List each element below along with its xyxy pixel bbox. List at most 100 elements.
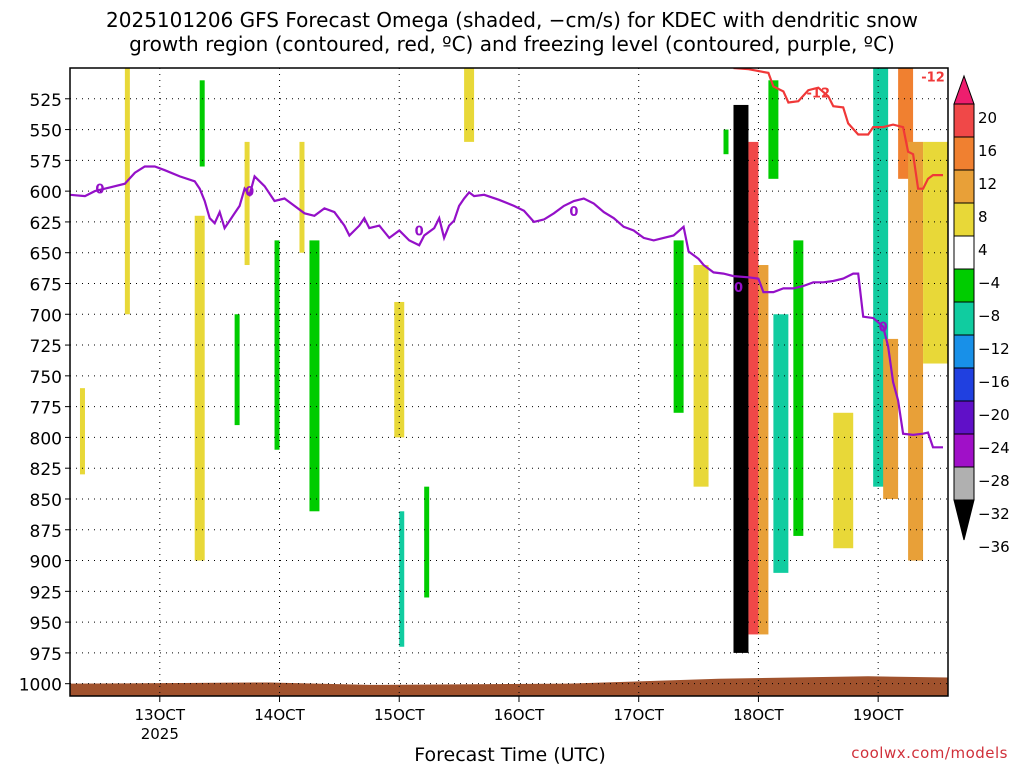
dotted-grid — [70, 68, 948, 696]
colorbar-cell — [953, 334, 975, 369]
contour-layer: 0 0 0 0 0 0 -12 -12 — [70, 68, 945, 449]
colorbar-label: −12 — [978, 340, 1010, 358]
colorbar-cell — [953, 433, 975, 468]
omega-region — [194, 215, 205, 561]
colorbar-label: 20 — [978, 109, 997, 127]
chart-title-line-2: growth region (contoured, red, ºC) and f… — [129, 32, 895, 56]
omega-region — [234, 314, 240, 426]
colorbar-cell — [953, 367, 975, 402]
colorbar-label: −4 — [978, 274, 1000, 292]
colorbar-cell — [953, 400, 975, 435]
plot-frame — [69, 67, 949, 697]
pressure-tick-label: 650 — [30, 245, 62, 265]
pressure-tick-label: 600 — [30, 183, 62, 203]
pressure-tick-label: 850 — [30, 491, 62, 511]
pressure-tick-label: 575 — [30, 152, 62, 172]
time-tick-label: 14OCT — [254, 706, 305, 724]
pressure-tick-label: 825 — [30, 460, 62, 480]
omega-region — [199, 80, 205, 167]
time-tick-label: 15OCT — [374, 706, 425, 724]
freezing-level-label: 0 — [734, 281, 743, 296]
pressure-tick-label: 1000 — [19, 676, 62, 696]
time-tick-label: 17OCT — [613, 706, 664, 724]
omega-region — [274, 240, 280, 450]
omega-region — [299, 141, 305, 253]
chart-title-line-1: 2025101206 GFS Forecast Omega (shaded, −… — [106, 8, 918, 32]
omega-region — [723, 129, 729, 155]
pressure-tick-label: 925 — [30, 583, 62, 603]
omega-region — [79, 388, 85, 475]
dgz-contour — [733, 68, 943, 190]
site-credit: coolwx.com/models — [851, 744, 1008, 762]
pressure-tick-label: 800 — [30, 429, 62, 449]
omega-region — [399, 511, 405, 647]
omega-region — [424, 486, 430, 598]
pressure-tick-label: 900 — [30, 553, 62, 573]
omega-region — [244, 141, 250, 266]
freezing-level-label: 0 — [415, 225, 424, 240]
omega-shading-layer — [79, 68, 948, 653]
omega-region — [793, 240, 804, 536]
omega-region — [124, 68, 130, 315]
colorbar-label: 12 — [978, 175, 997, 193]
omega-region — [394, 301, 405, 438]
colorbar-cell — [953, 103, 975, 138]
colorbar-label: −16 — [978, 373, 1010, 391]
year-label: 2025 — [141, 725, 179, 743]
colorbar-label: −8 — [978, 307, 1000, 325]
pressure-tick-label: 725 — [30, 337, 62, 357]
colorbar-cell — [953, 466, 975, 501]
colorbar-label: −20 — [978, 406, 1010, 424]
colorbar-label: 8 — [978, 208, 988, 226]
colorbar-top-arrow — [953, 74, 975, 105]
pressure-tick-label: 625 — [30, 214, 62, 234]
omega-region — [693, 265, 709, 487]
omega-region — [768, 80, 779, 179]
time-tick-label: 18OCT — [733, 706, 784, 724]
time-tick-label: 13OCT — [135, 706, 186, 724]
omega-region — [309, 240, 320, 512]
omega-region — [748, 141, 759, 635]
freezing-level-label: 0 — [95, 183, 104, 198]
freezing-level-label: 0 — [569, 205, 578, 220]
ground-fill — [70, 676, 948, 696]
omega-region — [773, 314, 789, 573]
colorbar-label: −24 — [978, 439, 1010, 457]
pressure-tick-label: 950 — [30, 614, 62, 634]
omega-colorbar: 20 16 12 8 4 −4 −8 −12 −16 −20 −24 −28 −32 −36 — [953, 74, 1010, 556]
time-axis: 13OCT 14OCT 15OCT 16OCT 17OCT 18OCT 19OCT 2025 — [135, 696, 904, 743]
time-tick-label: 16OCT — [494, 706, 545, 724]
pressure-tick-label: 700 — [30, 306, 62, 326]
freezing-level-label: 0 — [245, 185, 254, 200]
omega-region — [758, 265, 769, 635]
colorbar-label: −36 — [978, 538, 1010, 556]
omega-region — [833, 412, 854, 549]
colorbar-cell — [953, 301, 975, 336]
colorbar-cell — [953, 169, 975, 204]
pressure-tick-label: 875 — [30, 522, 62, 542]
colorbar-cell — [953, 136, 975, 171]
colorbar-cell — [953, 202, 975, 237]
colorbar-label: −32 — [978, 505, 1010, 523]
pressure-tick-label: 675 — [30, 275, 62, 295]
plot-border — [69, 67, 949, 697]
ground-surface — [70, 676, 948, 696]
colorbar-bottom-arrow — [953, 499, 975, 541]
freezing-level-contour — [70, 165, 943, 449]
pressure-tick-label: 525 — [30, 91, 62, 111]
colorbar-label: 16 — [978, 142, 997, 160]
colorbar-cell — [953, 235, 975, 270]
x-axis-title: Forecast Time (UTC) — [414, 744, 606, 766]
pressure-tick-label: 975 — [30, 645, 62, 665]
freezing-level-label: 0 — [879, 321, 888, 336]
colorbar-label: −28 — [978, 472, 1010, 490]
pressure-tick-label: 550 — [30, 122, 62, 142]
colorbar-cell — [953, 268, 975, 303]
pressure-axis: 525 550 575 600 625 650 675 700 725 750 775 800 825 8… — [19, 91, 70, 696]
omega-region — [908, 141, 924, 561]
time-tick-label: 19OCT — [853, 706, 904, 724]
omega-region — [883, 338, 899, 499]
pressure-tick-label: 750 — [30, 368, 62, 388]
omega-region — [464, 68, 475, 142]
pressure-tick-label: 775 — [30, 399, 62, 419]
